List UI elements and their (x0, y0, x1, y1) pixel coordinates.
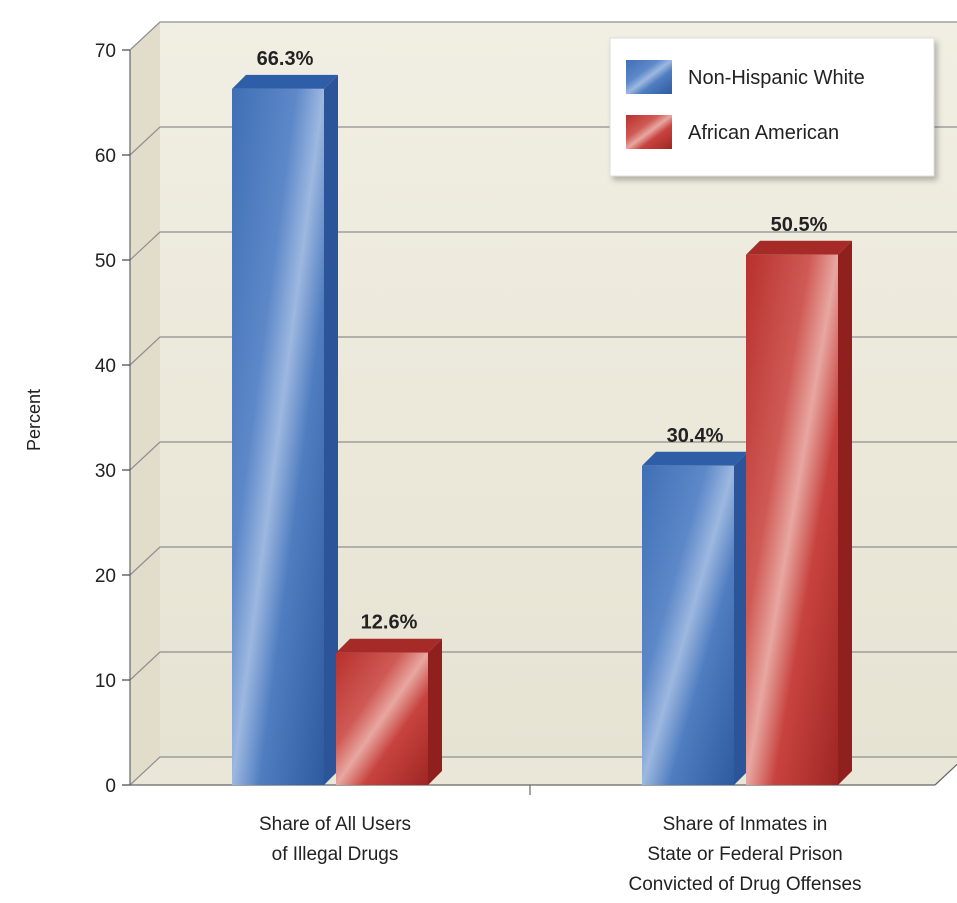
data-label: 12.6% (361, 612, 418, 634)
y-tick-label: 0 (105, 776, 116, 797)
bar-top (336, 638, 442, 653)
bar-front (746, 254, 838, 785)
bar-top (746, 240, 852, 255)
bars (232, 74, 852, 786)
y-axis-title: Percent (24, 389, 44, 451)
category-labels: Share of All Users of Illegal Drugs Share … (259, 814, 862, 895)
y-tick-label: 40 (95, 356, 116, 377)
data-label: 30.4% (667, 425, 724, 447)
bar (746, 240, 852, 785)
y-tick-label: 50 (95, 251, 116, 272)
bar-front (642, 465, 734, 785)
bar-side (428, 638, 442, 785)
bar-top (642, 451, 748, 466)
category-label: Share of Inmates in (663, 814, 828, 835)
bar (336, 638, 442, 785)
legend-label: Non-Hispanic White (688, 67, 865, 89)
category-label: State or Federal Prison (647, 844, 842, 865)
y-tick-label: 20 (95, 566, 116, 587)
bar-side (734, 451, 748, 785)
legend-swatch (626, 115, 672, 149)
gridline (129, 231, 957, 261)
bar (232, 74, 338, 786)
category-label: Convicted of Drug Offenses (628, 874, 861, 895)
data-label: 66.3% (257, 48, 314, 70)
side-wall (130, 22, 160, 785)
legend: Non-Hispanic White African American (609, 37, 935, 177)
y-tick-label: 60 (95, 146, 116, 167)
category-label: Share of All Users (259, 814, 411, 835)
gridline (129, 21, 957, 51)
legend-swatch (626, 60, 672, 94)
gridline (129, 336, 957, 366)
bar-side (324, 74, 338, 786)
bar-top (232, 74, 338, 89)
legend-box (609, 37, 935, 177)
y-tick-label: 70 (95, 41, 116, 62)
legend-label: African American (688, 122, 839, 144)
data-label: 50.5% (771, 214, 828, 236)
data-labels: 66.3% 12.6% 30.4% 50.5% (257, 48, 828, 634)
bar-front (232, 88, 324, 786)
floor-edge (934, 763, 957, 786)
bar-side (838, 240, 852, 785)
y-tick-label: 10 (95, 671, 116, 692)
gridline (129, 441, 957, 471)
y-tick-label: 30 (95, 461, 116, 482)
bar (642, 451, 748, 785)
gridlines (129, 21, 957, 795)
category-label: of Illegal Drugs (272, 844, 399, 865)
bar-front (336, 652, 428, 785)
y-axis-ticks: 0 10 20 30 40 50 60 70 (95, 41, 130, 797)
